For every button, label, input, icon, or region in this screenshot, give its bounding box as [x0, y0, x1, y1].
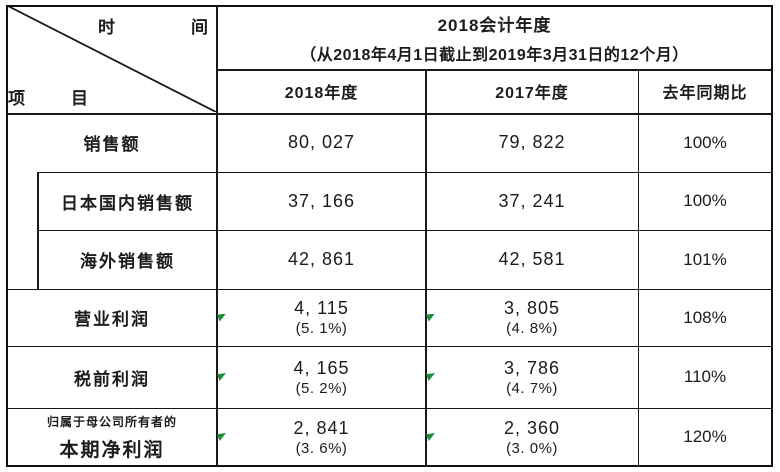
cell-sales-2017: 79, 822 [498, 132, 566, 152]
fiscal-period-subtitle: （从2018年4月1日截止到2019年3月31日的12个月） [300, 46, 689, 64]
value-main: 2, 360 [503, 417, 561, 438]
cell-net-profit-2018: 2, 841 (3. 6%) [217, 409, 425, 465]
grid-line [37, 229, 773, 231]
diagonal-divider [8, 7, 216, 112]
column-header-2017: 2017年度 [495, 85, 569, 102]
green-marker-icon [426, 373, 435, 381]
cell-overseas-sales-2017: 42, 581 [498, 249, 566, 269]
grid-line [216, 69, 773, 71]
time-char-1: 时 [98, 18, 115, 37]
cell-overseas-sales-yoy: 101% [683, 249, 727, 269]
row-label-overseas-sales: 海外销售额 [80, 252, 175, 271]
value-ratio: (5. 1%) [295, 320, 348, 337]
table-outer-border [6, 5, 773, 467]
value-main: 3, 805 [503, 298, 561, 318]
item-char-1: 项 [8, 89, 25, 108]
cell-pretax-profit-2017: 3, 786 (4. 7%) [426, 347, 637, 407]
cell-operating-profit-yoy: 108% [683, 307, 727, 327]
cell-domestic-sales-yoy: 100% [683, 191, 727, 210]
cell-domestic-sales-2017: 37, 241 [498, 190, 566, 211]
cell-domestic-sales-2018: 37, 166 [287, 190, 356, 211]
grid-line [425, 69, 427, 467]
corner-item-label: 项 目 [8, 84, 88, 109]
row-label-sales: 销售额 [83, 135, 141, 154]
value-ratio: (3. 0%) [506, 439, 558, 457]
column-header-yoy: 去年同期比 [662, 85, 748, 102]
cell-overseas-sales-2018: 42, 861 [287, 249, 356, 269]
cell-net-profit-yoy: 120% [683, 427, 727, 446]
value-ratio: (4. 7%) [506, 379, 558, 397]
grid-line [37, 171, 773, 173]
green-marker-icon [217, 433, 226, 441]
time-char-2: 间 [191, 18, 208, 37]
cell-sales-2018: 80, 027 [287, 132, 356, 152]
item-char-2: 目 [71, 89, 88, 108]
green-marker-icon [426, 433, 435, 441]
value-ratio: (4. 8%) [506, 320, 558, 337]
value-main: 2, 841 [293, 417, 350, 438]
fiscal-year-header-cell: 2018会计年度 （从2018年4月1日截止到2019年3月31日的12个月） [218, 7, 771, 68]
grid-line [6, 112, 773, 115]
value-ratio: (3. 6%) [295, 439, 348, 457]
green-marker-icon [217, 373, 226, 381]
cell-operating-profit-2017: 3, 805 (4. 8%) [426, 290, 637, 345]
cell-pretax-profit-2018: 4, 165 (5. 2%) [217, 347, 425, 407]
fiscal-year-title: 2018会计年度 [437, 15, 552, 35]
row-label-pretax-profit: 税前利润 [74, 369, 150, 389]
grid-line [637, 69, 639, 467]
value-ratio: (5. 2%) [295, 379, 348, 397]
cell-net-profit-2017: 2, 360 (3. 0%) [426, 409, 637, 465]
row-label-operating-profit: 营业利润 [74, 310, 150, 329]
grid-line [215, 5, 218, 467]
row-label-domestic-sales: 日本国内销售额 [61, 193, 194, 213]
corner-time-label: 时 间 [98, 13, 208, 38]
grid-line [6, 288, 773, 290]
grid-line [6, 345, 773, 347]
cell-sales-yoy: 100% [683, 132, 727, 152]
row-label-net-profit: 归属于母公司所有者的 本期净利润 [8, 409, 216, 465]
grid-line [6, 407, 773, 409]
green-marker-icon [217, 313, 226, 322]
column-header-2018: 2018年度 [284, 85, 359, 102]
corner-header-cell: 时 间 项 目 [8, 7, 216, 112]
value-main: 4, 165 [293, 357, 350, 378]
cell-operating-profit-2018: 4, 115 (5. 1%) [217, 290, 425, 345]
net-profit-label-line1: 归属于母公司所有者的 [46, 414, 177, 429]
value-main: 4, 115 [294, 298, 349, 318]
value-main: 3, 786 [503, 357, 561, 378]
green-marker-icon [426, 313, 435, 322]
cell-pretax-profit-yoy: 110% [683, 367, 727, 386]
net-profit-label-line2: 本期净利润 [59, 439, 165, 461]
